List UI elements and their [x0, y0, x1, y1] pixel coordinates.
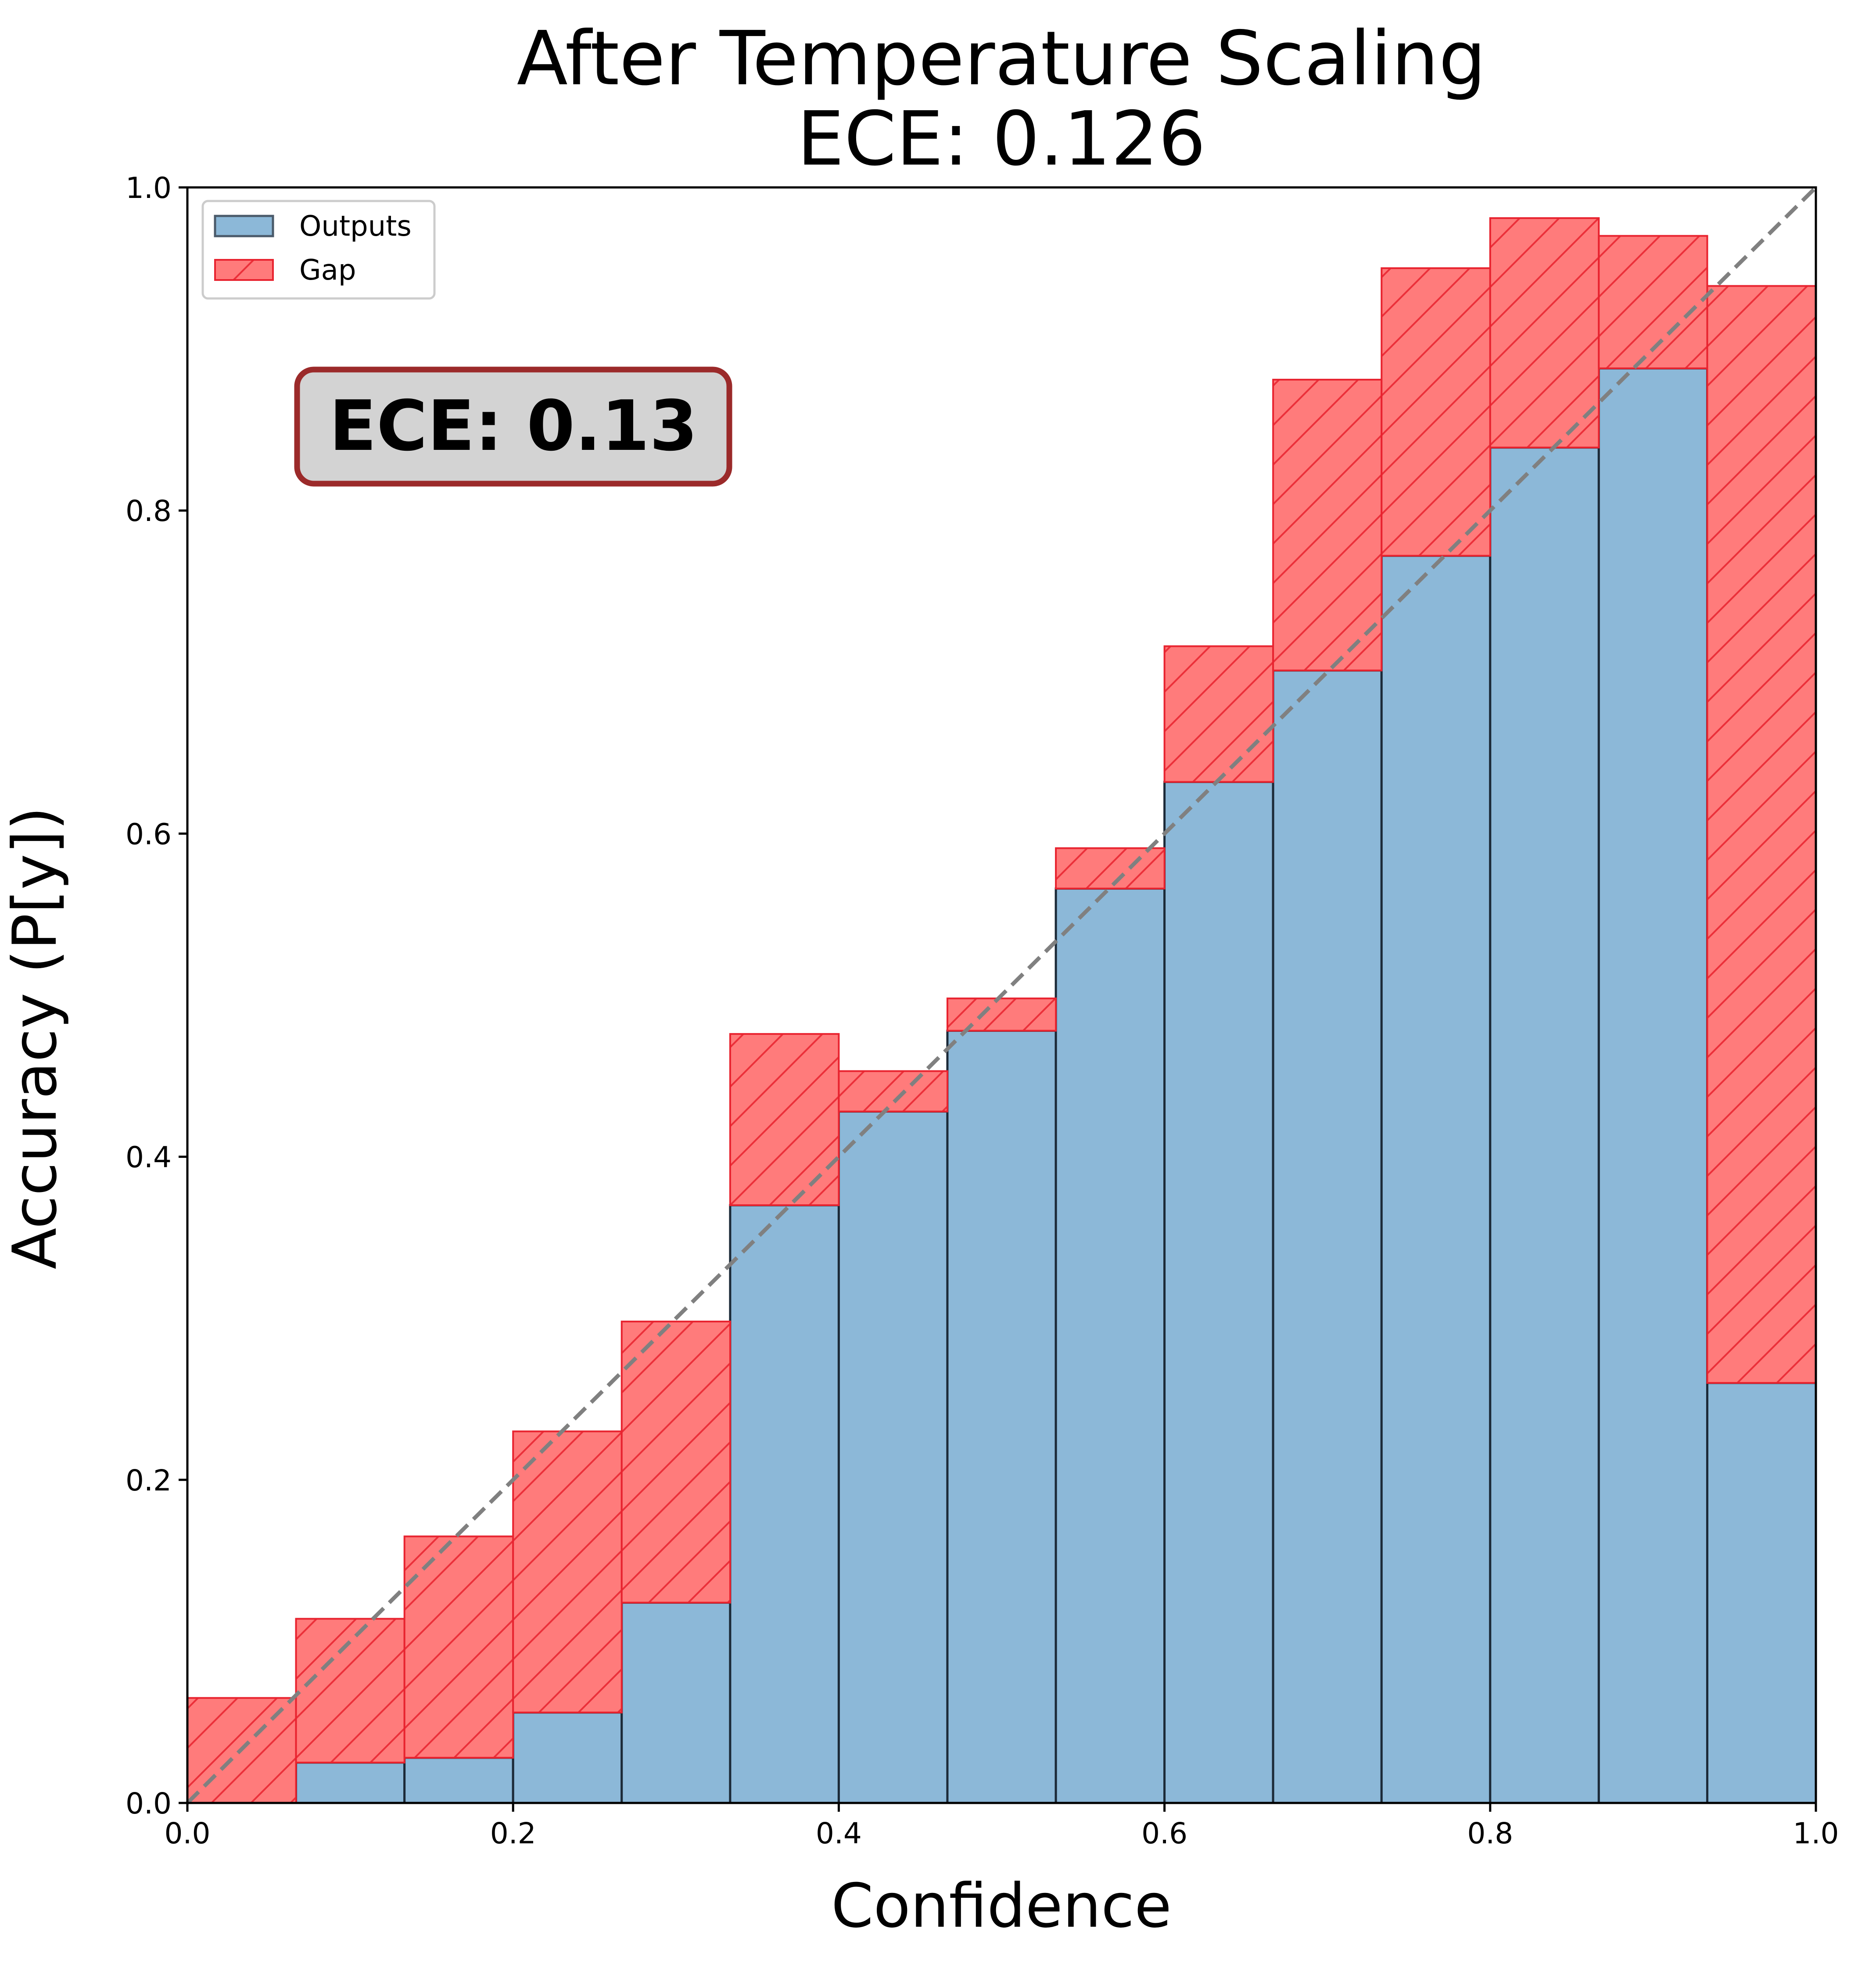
- gap-bar-hatch: [1707, 286, 1816, 1383]
- x-tick-label: 0.4: [816, 1817, 862, 1850]
- outputs-bar: [621, 1602, 732, 1804]
- chart-subtitle: ECE: 0.126: [797, 96, 1206, 183]
- outputs-bar: [729, 1204, 840, 1804]
- x-axis-label: Confidence: [831, 1871, 1172, 1941]
- gap-bar-hatch: [947, 998, 1056, 1031]
- legend-swatch-outputs: [214, 215, 274, 237]
- legend-swatch-gap-hatch: [215, 260, 273, 280]
- x-tick-label: 0.8: [1467, 1817, 1513, 1850]
- ece-annotation-box: [294, 366, 732, 487]
- y-tick-label: 0.8: [126, 494, 172, 528]
- x-tick-label: 0.0: [165, 1817, 211, 1850]
- y-tick-label: 0.4: [126, 1141, 172, 1174]
- outputs-bar: [1597, 367, 1708, 1804]
- gap-bar-hatch: [1164, 646, 1273, 782]
- ece-annotation-text: ECE: 0.13: [329, 386, 698, 467]
- axes-frame: [186, 186, 1817, 1804]
- x-tick-label: 1.0: [1793, 1817, 1839, 1850]
- gap-bar-hatch: [513, 1431, 622, 1713]
- legend-label-outputs: Outputs: [299, 210, 412, 243]
- outputs-bar: [295, 1761, 406, 1804]
- x-tick-label: 0.2: [490, 1817, 536, 1850]
- outputs-bar: [1055, 887, 1166, 1804]
- outputs-bar: [1706, 1382, 1817, 1804]
- gap-bar-hatch: [1056, 848, 1165, 889]
- y-tick-label: 0.6: [126, 817, 172, 851]
- gap-bar-hatch: [1490, 218, 1599, 448]
- gap-bar-hatch: [1381, 268, 1490, 556]
- ece-annotation: ECE: 0.13: [294, 366, 732, 487]
- outputs-bar: [946, 1029, 1057, 1804]
- outputs-bar: [1163, 781, 1274, 1804]
- outputs-bar: [837, 1110, 949, 1804]
- outputs-bar: [1272, 669, 1383, 1804]
- gap-bar-hatch: [404, 1536, 513, 1758]
- outputs-bar: [1489, 446, 1600, 1804]
- perfect-calibration-line: [186, 186, 1818, 1805]
- outputs-bar: [1380, 554, 1492, 1804]
- x-tick-label: 0.6: [1141, 1817, 1187, 1850]
- outputs-bar: [403, 1756, 514, 1804]
- gap-bar-hatch: [730, 1034, 839, 1206]
- y-tick-label: 0.0: [126, 1787, 172, 1821]
- legend: Outputs Gap: [201, 200, 436, 300]
- y-tick-label: 1.0: [126, 171, 172, 205]
- legend-label-gap: Gap: [299, 254, 356, 287]
- gap-bar-hatch: [1273, 380, 1382, 671]
- outputs-bar: [512, 1711, 623, 1804]
- gap-bar-hatch: [621, 1321, 730, 1603]
- y-axis-label: Accuracy (P[y]): [0, 807, 70, 1269]
- gap-bar-hatch: [839, 1071, 947, 1112]
- gap-bar-hatch: [296, 1619, 405, 1763]
- plot-area: 0.0 0.2 0.4 0.6 0.8 1.0 0.0 0.2 0.4 0.6 0.8 1.0: [126, 171, 1839, 1850]
- y-tick-label: 0.2: [126, 1464, 172, 1497]
- chart-title: After Temperature Scaling: [517, 15, 1486, 102]
